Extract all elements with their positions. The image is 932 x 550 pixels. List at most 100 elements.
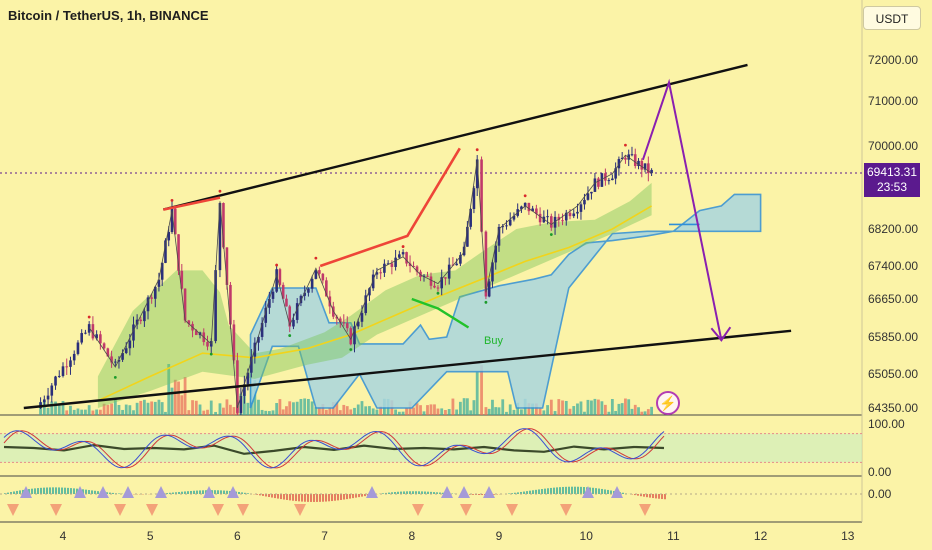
last-price-value: 69413.31 [866,165,918,179]
candle-body [379,272,382,274]
volume-bar [401,411,405,415]
candle-body [260,322,264,337]
macd-hist-bar [43,487,45,494]
macd-hist-bar [418,491,420,494]
volume-bar [415,403,419,415]
volume-bar [572,406,576,415]
macd-hist-bar [334,494,336,501]
volume-bar [307,398,310,415]
volume-bar [491,399,494,415]
buy-signal-marker [203,486,215,498]
macd-hist-bar [22,489,24,494]
macd-hist-bar [319,494,321,502]
candle-body [194,330,198,336]
volume-bar [260,409,264,415]
candle-body [531,208,534,212]
volume-bar [132,410,135,415]
pivot-high-marker [275,263,279,267]
macd-hist-bar [112,492,114,494]
macd-hist-bar [85,489,87,494]
volume-bar [527,403,531,415]
sell-signal-marker [212,504,224,516]
candle-body [557,216,561,221]
macd-hist-bar [217,490,219,494]
candle-body [617,159,621,169]
sell-signal-marker [237,504,249,516]
volume-bar [472,400,476,415]
candle-body [630,154,634,156]
volume-bar [194,400,198,415]
macd-hist-bar [214,490,216,494]
macd-hist-bar [37,488,39,494]
candle-body [614,168,617,179]
macd-hist-bar [52,487,54,494]
volume-bar [285,406,288,415]
candle-body [553,216,557,228]
candle-body [275,269,278,292]
volume-bar [191,400,194,415]
candle-body [455,263,458,266]
candle-body [647,163,650,174]
candle-body [405,252,408,264]
macd-hist-bar [622,492,624,494]
macd-hist-bar [181,491,183,494]
macd-hist-bar [523,491,525,494]
x-tick-label: 12 [754,529,768,543]
candle-body [491,262,494,282]
candle-body [106,348,110,357]
volume-bar [303,398,307,415]
volume-bar [447,409,451,415]
candle-body [250,356,253,373]
volume-bar [487,408,491,415]
volume-bar [106,404,110,415]
volume-bar [610,399,614,415]
tradingview-logo-icon[interactable]: ⚡ [656,391,680,415]
candle-body [538,213,542,223]
macd-hist-bar [262,494,264,496]
candle-body [353,326,356,345]
macd-hist-bar [352,494,354,499]
macd-hist-bar [391,492,393,494]
volume-bar [475,372,479,415]
macd-hist-bar [199,490,201,494]
candle-body [593,178,597,192]
candle-body [600,173,604,187]
candle-body [173,208,177,235]
macd-hist-bar [535,489,537,494]
buy-signal-marker [611,486,623,498]
volume-bar [512,409,516,415]
candle-body [264,307,268,323]
candle-body [84,332,87,334]
volume-bar [321,404,325,415]
candle-body [187,320,191,324]
candle-body [278,269,282,285]
candle-body [139,319,143,322]
macd-hist-bar [637,494,639,496]
macd-hist-bar [604,489,606,494]
macd-hist-bar [295,494,297,502]
candle-body [436,287,440,289]
volume-bar [579,401,583,415]
volume-bar [183,377,187,415]
candle-body [91,324,95,339]
candle-body [153,286,157,299]
candle-body [257,336,260,343]
candle-body [512,215,516,220]
volume-bar [98,409,102,415]
currency-button[interactable]: USDT [863,6,921,30]
macd-hist-bar [592,487,594,494]
pivot-low-marker [288,334,292,337]
candle-body [72,353,76,361]
candles [39,143,653,415]
drawings [23,63,792,410]
volume-bar [440,408,444,415]
trendline-lower [23,329,792,410]
buy-signal-marker [366,486,378,498]
candle-body [590,191,593,194]
candle-body [371,274,375,289]
candle-body [295,303,299,320]
candle-body [225,247,229,285]
macd-hist-bar [70,488,72,494]
volume-bar [505,411,508,415]
